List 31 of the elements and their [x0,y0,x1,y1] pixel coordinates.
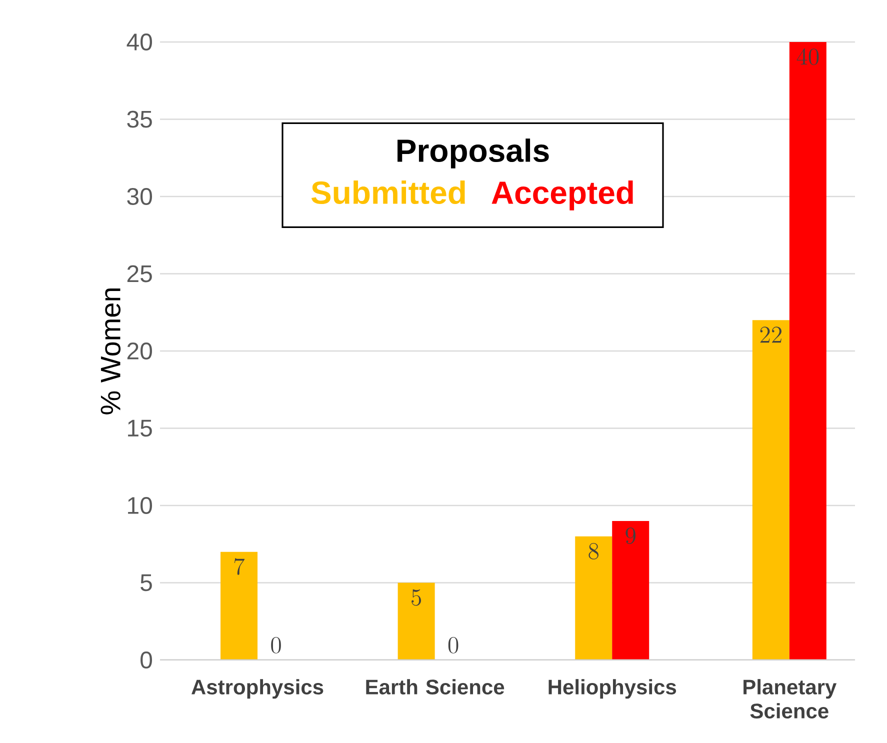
y-tick-label: 0 [140,652,152,668]
y-tick-label: 40 [126,34,152,50]
data-label: 5 [412,589,422,606]
y-tick-label: 20 [127,342,152,360]
bar [575,536,612,660]
bar [752,320,790,660]
data-label: 7 [234,558,245,575]
y-tick-label: 35 [127,110,152,128]
y-tick-label: 10 [128,497,152,514]
bar [612,520,650,660]
data-label: 40 [796,48,819,66]
legend-title: Proposals [398,138,549,168]
data-label: 0 [448,636,458,654]
data-label: 8 [588,542,598,560]
y-tick-label: 25 [127,265,152,282]
data-label: 0 [271,636,281,654]
x-tick-label: Earth Science [366,679,504,695]
bar [220,552,258,660]
text: Submitted [311,180,465,204]
x-tick-label: Planetary Science [744,679,837,719]
y-tick-label: 5 [140,574,152,592]
y-tick-label: 15 [128,420,152,437]
x-tick-label: Astrophysics [192,679,324,699]
bar [789,42,826,660]
text: Accepted [492,180,633,210]
y-axis-title: % Women [100,288,121,414]
data-label: 22 [760,326,782,343]
y-tick-label: 30 [127,188,152,205]
data-label: 9 [626,528,636,544]
bar [398,582,435,660]
x-tick-label: Heliophysics [548,679,676,699]
